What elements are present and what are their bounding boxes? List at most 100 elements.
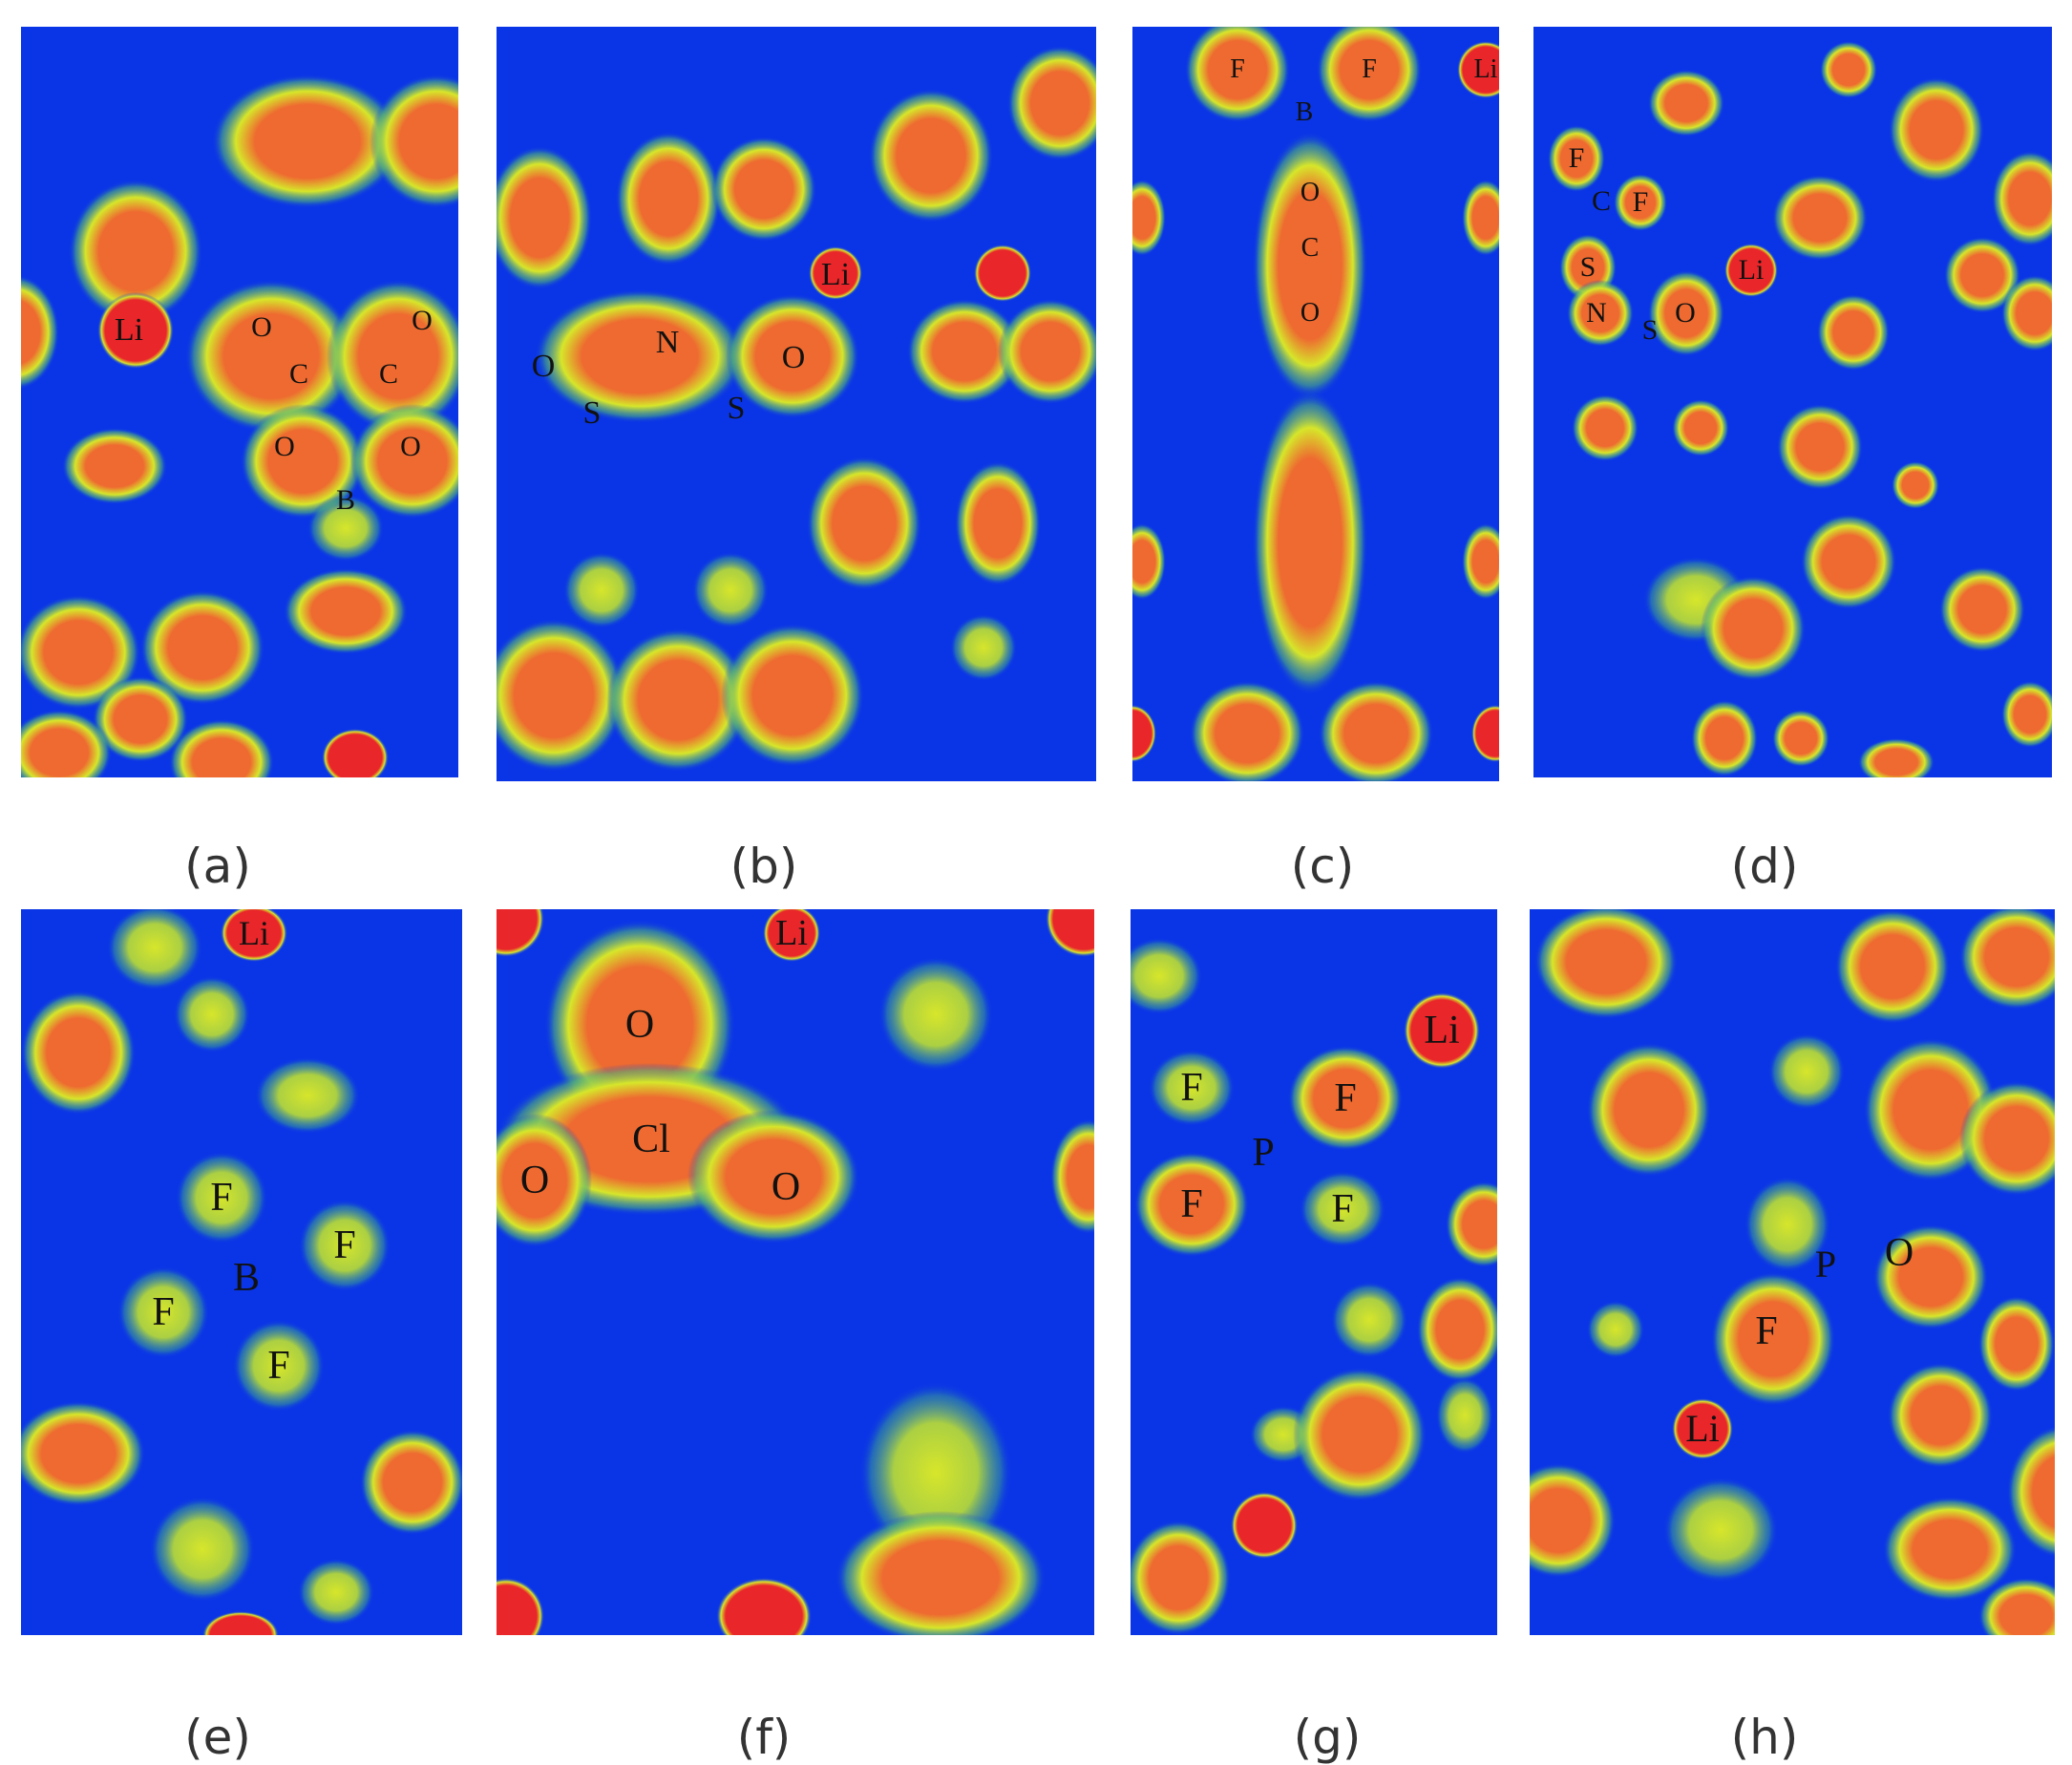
density-blob <box>21 275 59 390</box>
density-blob <box>1132 180 1166 256</box>
density-blob <box>174 976 250 1053</box>
density-blob <box>1777 404 1863 490</box>
density-blob <box>185 280 357 433</box>
density-map-b <box>497 46 1096 772</box>
density-blob <box>1888 1363 1993 1468</box>
density-blob <box>169 719 274 777</box>
atom-label: Li <box>775 913 808 953</box>
density-blob <box>1253 390 1367 695</box>
density-blob <box>998 299 1096 404</box>
density-blob <box>233 1320 325 1412</box>
density-map-panel-b: Li N O O S S <box>497 27 1096 781</box>
density-blob <box>1132 523 1166 600</box>
atom-label: F <box>1362 54 1377 84</box>
density-blob <box>298 1559 374 1626</box>
density-blob <box>1548 125 1605 192</box>
density-blob <box>2001 275 2052 351</box>
density-blob <box>1672 1398 1733 1459</box>
density-map-panel-g: Li F F P F F <box>1131 909 1497 1635</box>
density-blob <box>1446 1181 1497 1267</box>
atom-label: Li <box>820 257 851 292</box>
density-blob <box>1587 1301 1644 1358</box>
atom-label: O <box>1675 297 1696 329</box>
density-blob <box>606 628 750 772</box>
density-blob <box>974 245 1031 302</box>
density-blob <box>1648 70 1724 137</box>
density-blob <box>117 1266 209 1358</box>
density-blob <box>1534 909 1678 1019</box>
density-blob <box>807 457 921 590</box>
atom-label: F <box>1334 1076 1357 1120</box>
density-blob <box>69 180 202 323</box>
density-blob <box>1149 1050 1235 1126</box>
density-blob <box>955 461 1041 585</box>
atom-label: O <box>1300 178 1321 207</box>
panel-caption-h: (h) <box>1730 1710 1799 1765</box>
density-blob <box>1889 77 1984 182</box>
density-blob <box>1046 909 1094 957</box>
density-blob <box>692 552 769 628</box>
atom-label: F <box>1568 142 1585 174</box>
density-blob <box>563 552 640 628</box>
density-blob <box>1768 1033 1845 1110</box>
atom-label: N <box>1586 297 1607 329</box>
density-blob <box>1319 681 1433 781</box>
atom-label: S <box>1579 251 1596 283</box>
atom-label: N <box>655 325 680 360</box>
density-blob <box>1801 514 1896 609</box>
atom-label: F <box>1180 1066 1203 1110</box>
density-blob <box>1978 1296 2055 1392</box>
density-blob <box>497 1578 544 1635</box>
density-blob <box>1672 399 1729 457</box>
atom-label: O <box>1300 298 1321 328</box>
density-blob <box>1231 1492 1298 1559</box>
density-blob <box>711 137 816 242</box>
density-blob <box>1462 523 1499 600</box>
density-map-panel-d: F C F S Li N S O <box>1533 27 2052 777</box>
atom-label: C <box>1591 185 1612 217</box>
atom-label: Li <box>1738 254 1765 286</box>
density-map-a <box>21 74 458 777</box>
density-blob <box>107 909 202 990</box>
atom-label: F <box>1755 1309 1778 1353</box>
panel-caption-a: (a) <box>184 839 251 894</box>
density-blob <box>1772 710 1829 767</box>
density-blob <box>1817 294 1890 371</box>
atom-label: F <box>1632 186 1649 218</box>
atom-label: S <box>1641 314 1659 346</box>
atom-label: O <box>624 1003 655 1047</box>
density-map-f <box>497 909 1094 1635</box>
atom-label: P <box>1814 1243 1837 1286</box>
density-blob <box>1711 1272 1835 1406</box>
density-blob <box>1131 938 1202 1014</box>
density-map-panel-c: F F Li B O C O <box>1132 27 1499 781</box>
atom-label: F <box>1331 1187 1354 1231</box>
density-blob <box>221 909 287 962</box>
atom-label: B <box>335 484 356 516</box>
density-blob <box>307 495 384 562</box>
density-blob <box>950 614 1017 681</box>
atom-label: C <box>1300 233 1320 263</box>
density-map-h <box>1530 909 2055 1635</box>
atom-label: B <box>1295 97 1314 127</box>
density-blob <box>1939 566 2025 652</box>
density-blob <box>1471 705 1499 762</box>
density-blob <box>1701 576 1806 681</box>
density-map-panel-h: P O F Li <box>1530 909 2055 1635</box>
atom-label: O <box>519 1159 550 1202</box>
density-blob <box>1007 46 1096 160</box>
density-blob <box>1404 992 1480 1069</box>
density-map-panel-e: Li F F B F F <box>21 909 462 1635</box>
density-blob <box>1744 1177 1830 1272</box>
density-blob <box>1131 1520 1231 1635</box>
density-blob <box>497 909 544 957</box>
atom-label: F <box>210 1176 233 1220</box>
density-map-panel-f: Li O Cl O O <box>497 909 1094 1635</box>
density-blob <box>212 74 403 208</box>
atom-label: O <box>771 1165 801 1209</box>
density-blob <box>97 292 174 369</box>
atom-label: Li <box>239 914 269 952</box>
atom-label: F <box>152 1290 175 1334</box>
atom-label: S <box>727 391 746 426</box>
density-blob <box>1959 909 2055 1010</box>
